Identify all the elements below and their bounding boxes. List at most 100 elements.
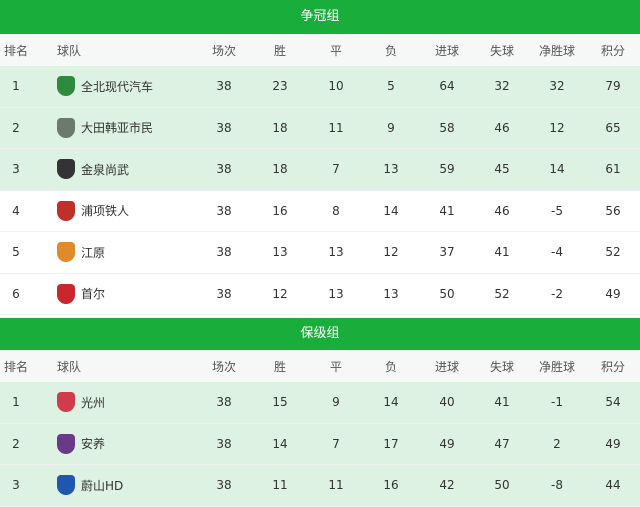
gwangju-logo-icon [57, 392, 75, 413]
column-header[interactable]: 失球 [489, 359, 515, 374]
cell-d: 7 [332, 436, 340, 451]
cell-gd: 2 [553, 436, 561, 451]
cell-played: 38 [216, 79, 232, 94]
cell-rank: 5 [12, 245, 20, 260]
team-name: 蔚山HD [81, 478, 124, 493]
column-header[interactable]: 平 [329, 43, 343, 58]
cell-gf: 64 [439, 79, 455, 94]
team-cell[interactable]: 大田韩亚市民 [57, 117, 154, 138]
team-cell[interactable]: 浦项铁人 [57, 200, 130, 221]
team-cell[interactable]: 江原 [57, 242, 105, 263]
team-cell[interactable]: 首尔 [57, 283, 105, 304]
cell-rank: 1 [12, 395, 20, 410]
cell-w: 18 [272, 120, 288, 135]
column-header-row: 排名 球队 场次 胜 平 负 进球 失球 净胜球 积分 [0, 34, 640, 66]
cell-ga: 41 [494, 395, 510, 410]
column-header[interactable]: 排名 [3, 43, 29, 58]
cell-d: 13 [328, 245, 344, 260]
column-header[interactable]: 失球 [489, 43, 515, 58]
anyang-logo-icon [57, 433, 75, 454]
section-title: 争冠组 [0, 0, 640, 34]
cell-ga: 45 [494, 162, 510, 177]
cell-gd: -1 [551, 395, 563, 410]
team-cell[interactable]: 光州 [57, 392, 106, 413]
section-title: 保级组 [0, 318, 640, 350]
table-row[interactable]: 6 首尔 38 12 13 13 50 52 -2 49 [0, 273, 640, 315]
cell-l: 16 [383, 478, 399, 493]
cell-gf: 37 [439, 245, 455, 260]
column-header[interactable]: 净胜球 [538, 359, 576, 374]
table-row[interactable]: 2 大田韩亚市民 38 18 11 9 58 46 12 65 [0, 107, 640, 149]
gangwon-logo-icon [57, 242, 75, 263]
jeonbuk-logo-icon [57, 76, 75, 97]
table-row[interactable]: 4 浦项铁人 38 16 8 14 41 46 -5 56 [0, 190, 640, 232]
column-header[interactable]: 进球 [434, 43, 460, 58]
cell-w: 13 [272, 245, 288, 260]
gimcheon-logo-icon [57, 159, 75, 180]
cell-w: 11 [272, 478, 288, 493]
table-row[interactable]: 1 光州 38 15 9 14 40 41 -1 54 [0, 382, 640, 424]
cell-d: 11 [328, 120, 344, 135]
cell-ga: 46 [494, 203, 510, 218]
cell-gd: -4 [551, 245, 563, 260]
cell-gd: 14 [549, 162, 565, 177]
column-header[interactable]: 球队 [57, 43, 82, 58]
column-header[interactable]: 场次 [211, 43, 237, 58]
column-header[interactable]: 净胜球 [538, 43, 576, 58]
table-row[interactable]: 3 金泉尚武 38 18 7 13 59 45 14 61 [0, 149, 640, 191]
cell-ga: 32 [494, 79, 510, 94]
cell-pts: 52 [605, 245, 621, 260]
cell-w: 18 [272, 162, 288, 177]
pohang-logo-icon [57, 200, 75, 221]
cell-played: 38 [216, 286, 232, 301]
cell-pts: 65 [605, 120, 621, 135]
cell-d: 11 [328, 478, 344, 493]
cell-played: 38 [216, 162, 232, 177]
table-row[interactable]: 1 全北现代汽车 38 23 10 5 64 32 32 79 [0, 66, 640, 108]
team-cell[interactable]: 安养 [57, 433, 106, 454]
cell-l: 17 [383, 436, 399, 451]
cell-ga: 46 [494, 120, 510, 135]
column-header[interactable]: 平 [329, 359, 343, 374]
team-cell[interactable]: 全北现代汽车 [57, 76, 154, 97]
cell-w: 23 [272, 79, 288, 94]
cell-pts: 49 [605, 286, 621, 301]
team-cell[interactable]: 金泉尚武 [57, 159, 129, 180]
column-header[interactable]: 负 [384, 43, 398, 58]
team-cell[interactable]: 蔚山HD [57, 475, 124, 496]
ulsan-logo-icon [57, 475, 75, 496]
cell-gd: -8 [551, 478, 563, 493]
cell-d: 7 [332, 162, 340, 177]
team-name: 安养 [81, 437, 106, 452]
cell-rank: 3 [12, 478, 20, 493]
column-header[interactable]: 排名 [3, 359, 29, 374]
cell-d: 13 [328, 286, 344, 301]
column-header[interactable]: 胜 [273, 43, 287, 58]
column-header[interactable]: 负 [384, 359, 398, 374]
cell-w: 14 [272, 436, 288, 451]
team-name: 大田韩亚市民 [81, 121, 154, 136]
cell-gd: -5 [551, 203, 563, 218]
cell-rank: 4 [12, 203, 20, 218]
cell-l: 14 [383, 203, 399, 218]
cell-gd: 12 [549, 120, 565, 135]
table-row[interactable]: 3 蔚山HD 38 11 11 16 42 50 -8 44 [0, 465, 640, 507]
column-header[interactable]: 球队 [57, 359, 82, 374]
column-header[interactable]: 进球 [434, 359, 460, 374]
cell-gd: 32 [549, 79, 565, 94]
team-name: 浦项铁人 [81, 204, 130, 219]
cell-gd: -2 [551, 286, 563, 301]
cell-d: 9 [332, 395, 340, 410]
cell-rank: 1 [12, 79, 20, 94]
table-row[interactable]: 2 安养 38 14 7 17 49 47 2 49 [0, 423, 640, 465]
table-row[interactable]: 5 江原 38 13 13 12 37 41 -4 52 [0, 232, 640, 274]
column-header[interactable]: 积分 [600, 359, 626, 374]
column-header[interactable]: 积分 [600, 43, 626, 58]
team-name: 全北现代汽车 [81, 79, 154, 94]
team-name: 光州 [81, 395, 106, 410]
cell-gf: 49 [439, 436, 455, 451]
cell-ga: 50 [494, 478, 510, 493]
daejeon-logo-icon [57, 117, 75, 138]
column-header[interactable]: 胜 [273, 359, 287, 374]
column-header[interactable]: 场次 [211, 359, 237, 374]
